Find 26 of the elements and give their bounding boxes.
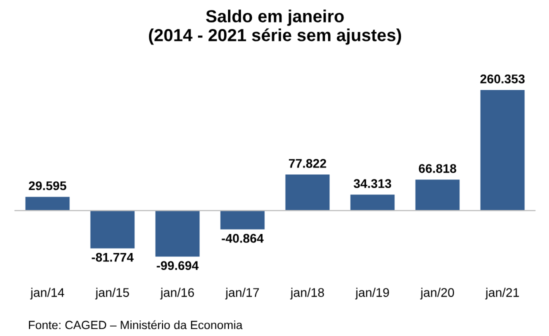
bar bbox=[415, 180, 460, 211]
bar bbox=[220, 210, 265, 230]
data-label: -81.774 bbox=[92, 252, 134, 262]
x-tick-label: jan/18 bbox=[290, 288, 324, 300]
data-label: 66.818 bbox=[418, 164, 456, 173]
bar bbox=[285, 174, 330, 211]
data-label: 29.595 bbox=[28, 181, 66, 190]
x-tick-label: jan/17 bbox=[225, 288, 259, 300]
data-label: -40.864 bbox=[222, 234, 264, 243]
bar bbox=[480, 90, 525, 211]
bar bbox=[25, 196, 70, 211]
bar bbox=[350, 194, 395, 211]
bar bbox=[90, 210, 135, 248]
x-tick-label: jan/19 bbox=[355, 288, 389, 300]
bar bbox=[155, 210, 200, 257]
data-label: 260.353 bbox=[480, 74, 525, 84]
data-label: 77.822 bbox=[288, 159, 326, 168]
x-tick-label: jan/15 bbox=[95, 288, 130, 300]
chart-title: Saldo em janeiro (2014 - 2021 série sem ajustes) bbox=[148, 10, 402, 45]
x-tick-label: jan/21 bbox=[485, 288, 519, 300]
data-label: -99.694 bbox=[156, 261, 199, 270]
source-note: Fonte: CAGED – Ministério da Economia bbox=[28, 320, 243, 330]
data-label: 34.313 bbox=[354, 179, 392, 188]
x-tick-label: jan/14 bbox=[30, 288, 64, 300]
x-tick-label: jan/20 bbox=[420, 288, 454, 300]
x-tick-label: jan/16 bbox=[160, 288, 194, 300]
